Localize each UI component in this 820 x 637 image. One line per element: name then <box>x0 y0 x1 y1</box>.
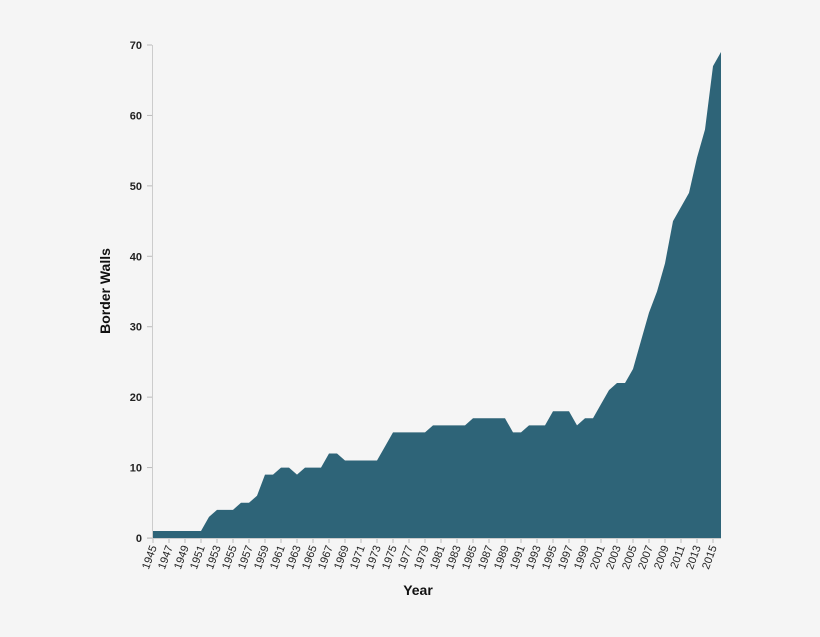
y-axis-title: Border Walls <box>97 248 113 334</box>
x-axis: 1945194719491951195319551957195919611963… <box>140 538 721 571</box>
y-tick-label: 60 <box>130 110 142 122</box>
y-tick-label: 40 <box>130 251 142 263</box>
border-walls-area <box>153 52 721 539</box>
x-axis-title: Year <box>403 582 433 598</box>
y-tick-label: 70 <box>130 40 142 52</box>
y-tick-label: 0 <box>136 533 142 545</box>
y-tick-label: 10 <box>130 463 142 475</box>
y-axis: 0 10 20 30 40 50 60 70 <box>130 40 153 545</box>
y-tick-label: 30 <box>130 322 142 334</box>
y-tick-label: 50 <box>130 181 142 193</box>
y-tick-label: 20 <box>130 392 142 404</box>
